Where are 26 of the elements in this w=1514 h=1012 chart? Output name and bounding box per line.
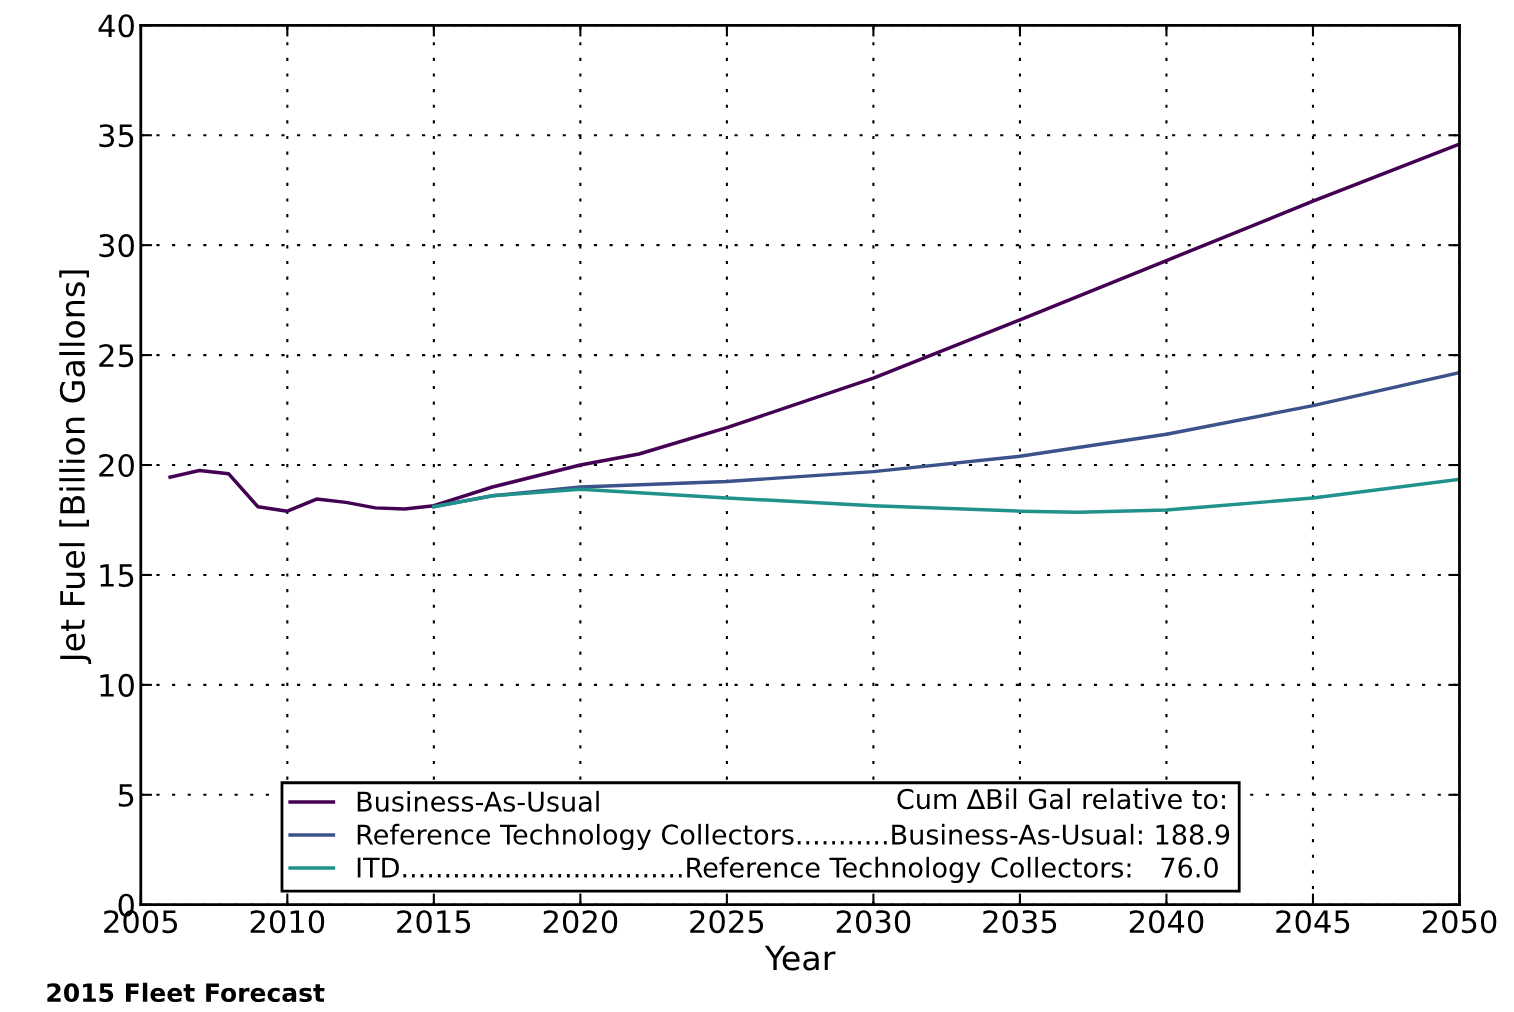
line-series bbox=[432, 477, 1460, 515]
annotation: Cum ∆Bil Gal relative to: bbox=[897, 788, 1225, 810]
line-series bbox=[168, 142, 1460, 513]
y-tick-label: 35 bbox=[99, 124, 134, 148]
x-tick-label: 2035 bbox=[983, 910, 1057, 934]
x-axis-title: Year bbox=[764, 945, 836, 971]
y-tick-label: 25 bbox=[99, 344, 134, 368]
legend-label: ITD.................................Reference Technology Collectors: 76.0 bbox=[357, 856, 1218, 884]
y-axis-title: Jet Fuel [Billion Gallons] bbox=[59, 270, 92, 664]
x-tick-label: 2015 bbox=[397, 910, 471, 934]
y-tick-label: 10 bbox=[100, 673, 134, 697]
x-tick-label: 2025 bbox=[690, 910, 764, 934]
x-tick-label: 2045 bbox=[1276, 910, 1350, 934]
y-tick-label: 30 bbox=[99, 234, 134, 258]
x-tick-label: 2020 bbox=[543, 910, 618, 934]
x-tick-label: 2030 bbox=[836, 910, 911, 934]
legend-label: Business-As-Usual bbox=[357, 790, 599, 812]
text: 2015 Fleet Forecast bbox=[47, 982, 325, 1003]
y-tick-label: 15 bbox=[100, 564, 134, 587]
legend-label: Reference Technology Collectors...........Business-As-Usual: 188.9 bbox=[357, 823, 1230, 851]
y-tick-label: 5 bbox=[118, 784, 134, 807]
x-tick-label: 2010 bbox=[250, 910, 325, 934]
x-tick-label: 2050 bbox=[1422, 910, 1497, 934]
y-tick-label: 40 bbox=[98, 14, 134, 38]
y-tick-label: 20 bbox=[99, 453, 134, 478]
x-tick-label: 2040 bbox=[1129, 910, 1204, 934]
